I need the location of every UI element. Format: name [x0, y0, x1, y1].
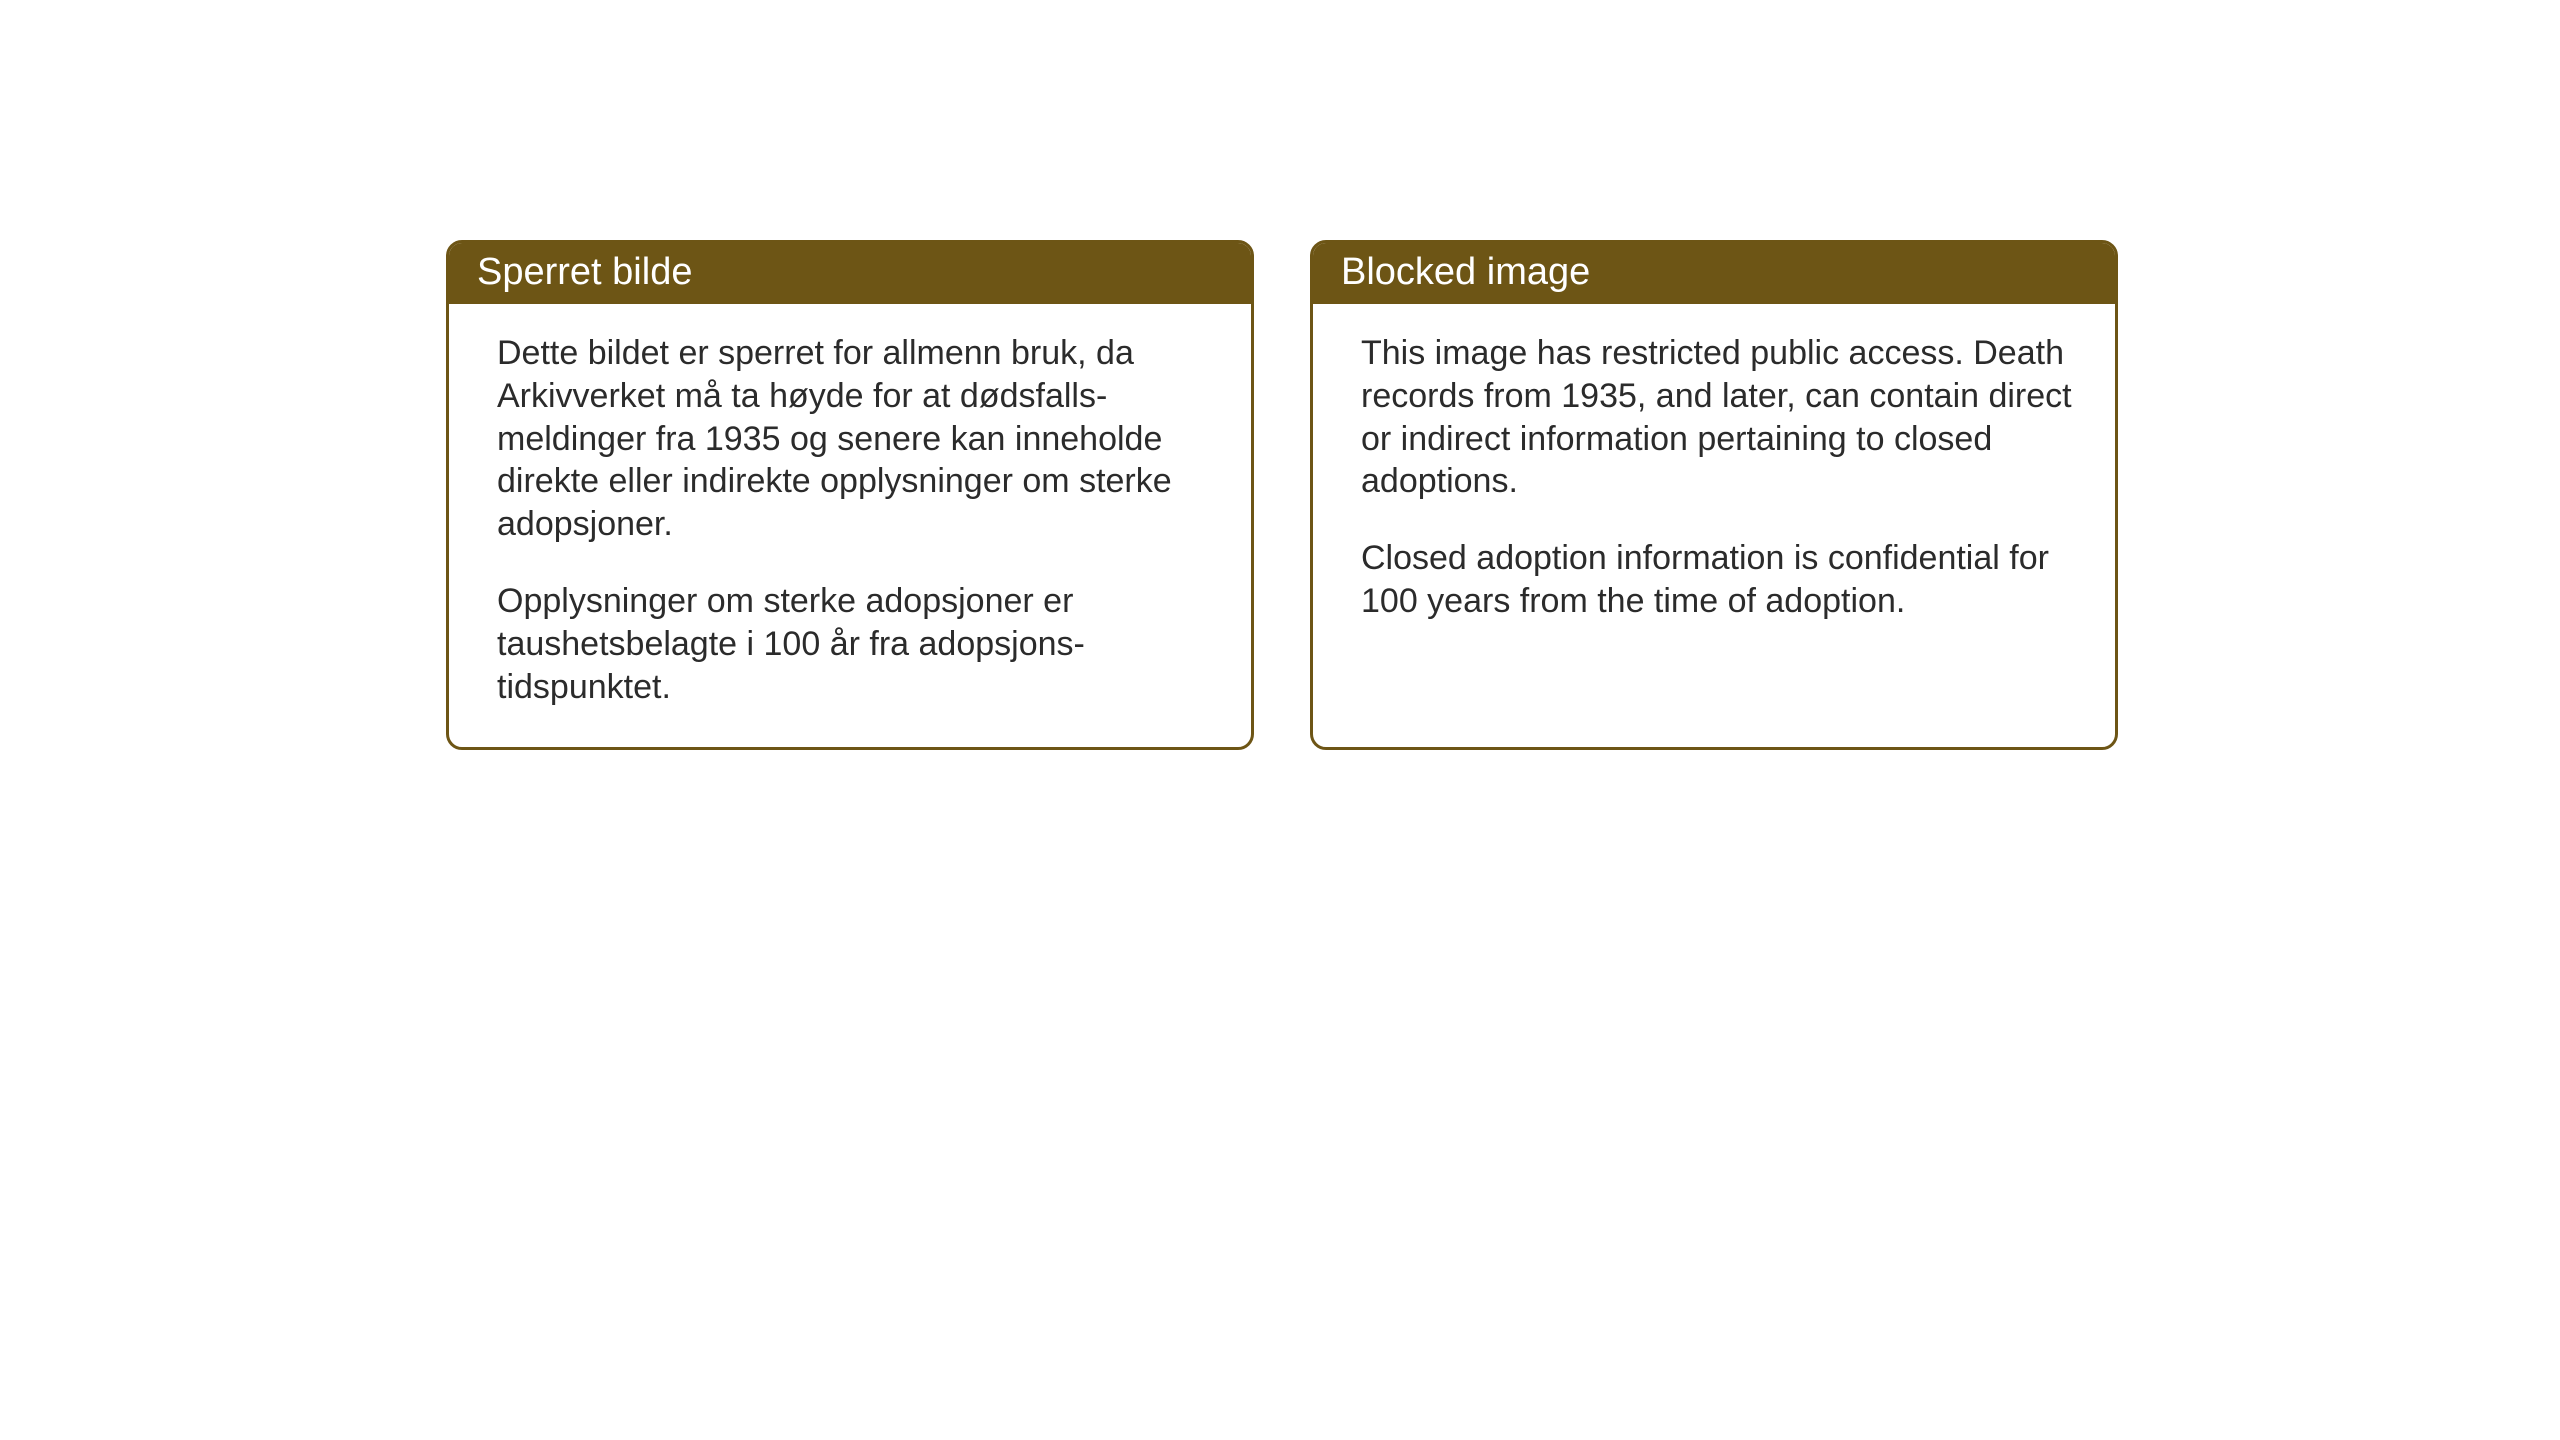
notice-card-english: Blocked image This image has restricted … [1310, 240, 2118, 750]
notice-header-english: Blocked image [1313, 243, 2115, 304]
notice-paragraph-1-norwegian: Dette bildet er sperret for allmenn bruk… [497, 332, 1209, 546]
notice-title-english: Blocked image [1341, 251, 1590, 293]
notice-paragraph-2-norwegian: Opplysninger om sterke adopsjoner er tau… [497, 580, 1209, 708]
notice-body-norwegian: Dette bildet er sperret for allmenn bruk… [449, 304, 1251, 745]
notice-container: Sperret bilde Dette bildet er sperret fo… [446, 240, 2118, 750]
notice-body-english: This image has restricted public access.… [1313, 304, 2115, 659]
notice-paragraph-2-english: Closed adoption information is confident… [1361, 537, 2073, 623]
notice-title-norwegian: Sperret bilde [477, 251, 692, 293]
notice-card-norwegian: Sperret bilde Dette bildet er sperret fo… [446, 240, 1254, 750]
notice-header-norwegian: Sperret bilde [449, 243, 1251, 304]
notice-paragraph-1-english: This image has restricted public access.… [1361, 332, 2073, 503]
